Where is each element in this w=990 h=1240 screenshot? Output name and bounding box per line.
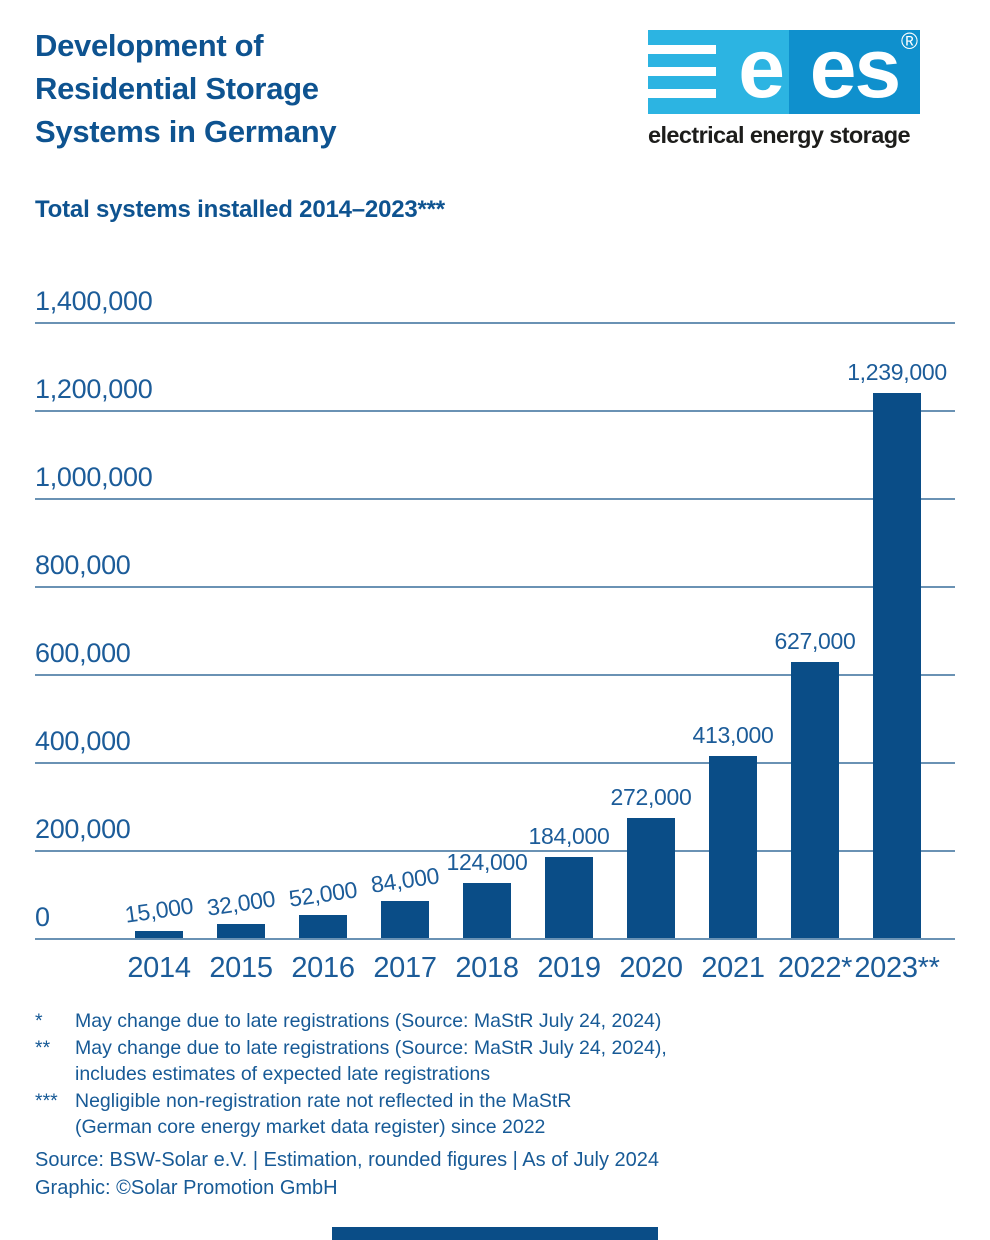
logo-tagline: electrical energy storage xyxy=(648,122,911,148)
footnote-marker: ** xyxy=(35,1036,51,1059)
logo-stripe-icon xyxy=(648,89,716,98)
bar-2023** xyxy=(873,392,921,938)
footnote-row: *** Negligible non-registration rate not… xyxy=(35,1088,667,1141)
footnote-text: May change due to late registrations (So… xyxy=(75,1010,662,1032)
footnotes: * May change due to late registrations (… xyxy=(35,1008,667,1141)
gridline xyxy=(35,674,955,676)
footnote-text: Negligible non-registration rate not ref… xyxy=(75,1089,572,1139)
bar-value-label: 272,000 xyxy=(610,784,692,811)
bar-value-label: 52,000 xyxy=(287,876,359,912)
x-axis-tick-label: 2022* xyxy=(777,952,853,984)
bar-value-label: 184,000 xyxy=(528,823,610,850)
y-axis-tick-label: 1,000,000 xyxy=(35,462,153,492)
gridline xyxy=(35,586,955,588)
gridline xyxy=(35,410,955,412)
x-axis-tick-label: 2016 xyxy=(291,952,355,984)
bar-value-label: 15,000 xyxy=(123,892,195,929)
logo-stripe-icon xyxy=(648,67,716,76)
bar-2017 xyxy=(381,901,429,938)
bar-value-label: 32,000 xyxy=(205,885,277,921)
gridline xyxy=(35,498,955,500)
y-axis-tick-label: 0 xyxy=(35,902,50,932)
y-axis-tick-label: 600,000 xyxy=(35,638,131,668)
bar-2016 xyxy=(299,915,347,938)
ees-logo-blocks: e es ® xyxy=(648,26,920,114)
ees-logo: e es ® electrical energy storage xyxy=(648,26,920,149)
x-axis-tick-label: 2019 xyxy=(537,952,601,984)
ees-logo-right-block: es ® xyxy=(789,26,920,114)
chart-subtitle: Total systems installed 2014–2023*** xyxy=(35,196,445,223)
x-axis-tick-label: 2017 xyxy=(373,952,437,984)
bottom-accent-band xyxy=(332,1227,658,1240)
bar-2022* xyxy=(791,662,839,938)
bar-2021 xyxy=(709,756,757,938)
x-axis-tick-label: 2021 xyxy=(701,952,765,984)
y-axis-tick-label: 800,000 xyxy=(35,550,131,580)
x-axis-tick-label: 2020 xyxy=(619,952,683,984)
logo-letter-e: e xyxy=(738,21,785,115)
gridline xyxy=(35,762,955,764)
x-axis-tick-label: 2023** xyxy=(854,952,940,984)
y-axis-tick-label: 400,000 xyxy=(35,726,131,756)
bar-chart: 0 200,000 400,000 600,000 800,000 1,000,000 1,… xyxy=(35,286,955,984)
bar-value-label: 124,000 xyxy=(446,849,528,876)
y-axis-tick-label: 1,400,000 xyxy=(35,286,153,316)
title-line-1: Development of xyxy=(35,28,264,63)
graphic-credit-line: Graphic: ©Solar Promotion GmbH xyxy=(35,1176,338,1199)
registered-trademark-icon: ® xyxy=(901,28,918,54)
logo-letters-es: es xyxy=(809,21,901,115)
bar-value-label: 84,000 xyxy=(369,862,441,898)
bar-value-label: 413,000 xyxy=(692,722,774,749)
footnote-marker: *** xyxy=(35,1089,58,1112)
bar-2018 xyxy=(463,883,511,938)
gridline xyxy=(35,938,955,940)
bar-value-label: 1,239,000 xyxy=(847,358,947,385)
y-axis-tick-label: 1,200,000 xyxy=(35,374,153,404)
x-axis-tick-label: 2018 xyxy=(455,952,519,984)
x-axis-tick-label: 2015 xyxy=(209,952,273,984)
logo-stripe-icon xyxy=(648,45,716,54)
gridline xyxy=(35,322,955,324)
footnote-row: * May change due to late registrations (… xyxy=(35,1008,667,1035)
y-axis-tick-label: 200,000 xyxy=(35,814,131,844)
bar-2019 xyxy=(545,857,593,938)
ees-logo-left-block: e xyxy=(648,26,789,114)
title-line-3: Systems in Germany xyxy=(35,114,337,149)
source-credit: Source: BSW-Solar e.V. | Estimation, rou… xyxy=(35,1147,659,1202)
bar-2014 xyxy=(135,931,183,938)
footnote-row: ** May change due to late registrations … xyxy=(35,1035,667,1088)
source-line: Source: BSW-Solar e.V. | Estimation, rou… xyxy=(35,1149,660,1171)
bar-2020 xyxy=(627,818,675,938)
bar-value-label: 627,000 xyxy=(774,628,856,655)
x-axis-tick-label: 2014 xyxy=(127,952,191,984)
footnote-text: May change due to late registrations (So… xyxy=(75,1036,667,1086)
page-title: Development of Residential Storage Syste… xyxy=(35,24,337,153)
footnote-marker: * xyxy=(35,1010,43,1032)
bar-2015 xyxy=(217,923,265,938)
gridline xyxy=(35,850,955,852)
title-line-2: Residential Storage xyxy=(35,71,319,106)
